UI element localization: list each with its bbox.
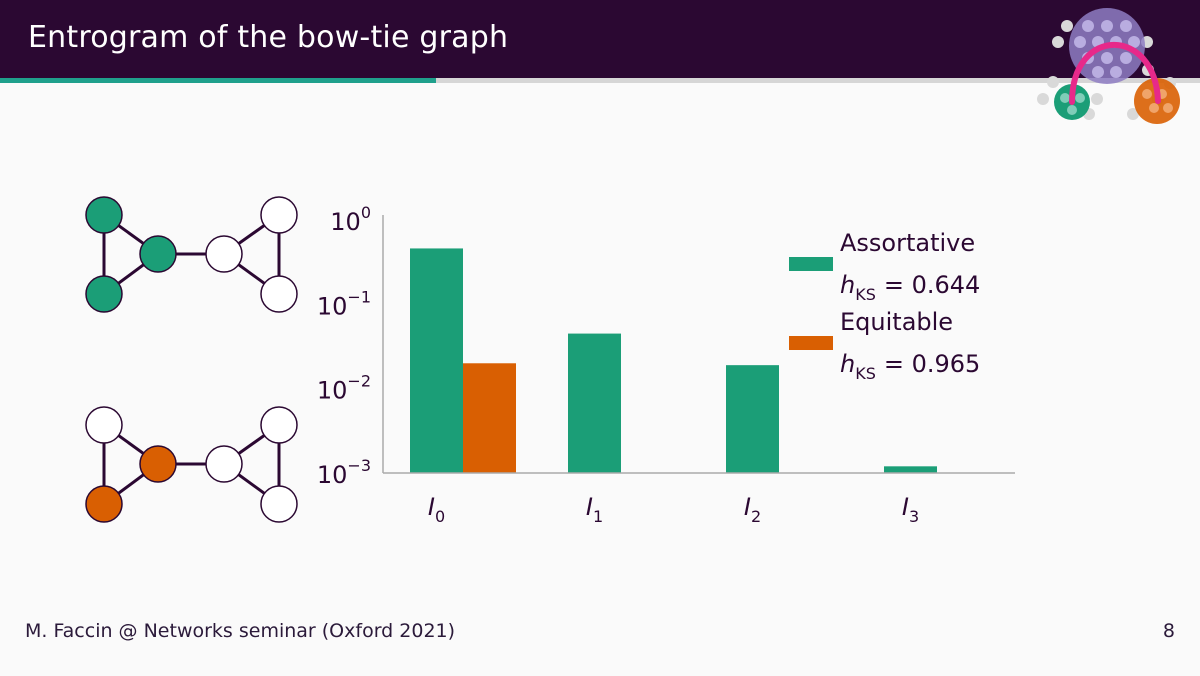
legend-label-equitable: Equitable bbox=[840, 308, 953, 336]
bar-assortative bbox=[726, 365, 779, 473]
legend-swatch-assortative bbox=[789, 257, 833, 271]
bow-tie-equitable-node bbox=[260, 406, 298, 444]
y-tick-label: 10−1 bbox=[317, 287, 371, 320]
logo-icon bbox=[1037, 8, 1180, 124]
y-tick-label: 10−3 bbox=[317, 456, 371, 489]
bar-assortative bbox=[884, 466, 937, 473]
bow-tie-graph-assortative bbox=[85, 196, 298, 313]
y-tick-label: 10−2 bbox=[317, 372, 371, 405]
bow-tie-assortative-node bbox=[260, 196, 298, 234]
x-tick-label: I3 bbox=[902, 493, 919, 526]
slide-title: Entrogram of the bow-tie graph bbox=[28, 20, 509, 55]
legend-label-assortative: Assortative bbox=[840, 229, 975, 257]
page-number: 8 bbox=[1162, 620, 1175, 642]
x-tick-label: I0 bbox=[428, 493, 445, 526]
legend-entropy-assortative: hKS = 0.644 bbox=[840, 271, 980, 304]
bow-tie-assortative-node bbox=[139, 235, 177, 273]
bow-tie-equitable-node bbox=[205, 445, 243, 483]
bow-tie-equitable-node bbox=[85, 406, 123, 444]
legend-entropy-equitable: hKS = 0.965 bbox=[840, 350, 980, 383]
slide-header: Entrogram of the bow-tie graph bbox=[0, 0, 1200, 78]
progress-bar-fill bbox=[0, 78, 436, 83]
footer-text: M. Faccin @ Networks seminar (Oxford 202… bbox=[25, 620, 456, 642]
entrogram-chart: 100 10−1 10−2 10−3 I0 I1 I2 I3 Assortative hKS =… bbox=[317, 203, 1015, 526]
bow-tie-assortative-node bbox=[260, 275, 298, 313]
bar-assortative bbox=[410, 248, 463, 473]
bar-assortative bbox=[568, 333, 621, 473]
y-tick-label: 100 bbox=[330, 203, 371, 236]
bow-tie-graph-equitable bbox=[85, 406, 298, 523]
bow-tie-assortative-node bbox=[85, 275, 123, 313]
bow-tie-assortative-node bbox=[85, 196, 123, 234]
x-tick-label: I1 bbox=[586, 493, 603, 526]
progress-bar bbox=[0, 78, 1200, 83]
bow-tie-equitable-node bbox=[260, 485, 298, 523]
bar-equitable bbox=[463, 363, 516, 473]
bow-tie-equitable-node bbox=[85, 485, 123, 523]
x-tick-label: I2 bbox=[744, 493, 761, 526]
legend-swatch-equitable bbox=[789, 336, 833, 350]
bow-tie-equitable-node bbox=[139, 445, 177, 483]
bow-tie-assortative-node bbox=[205, 235, 243, 273]
